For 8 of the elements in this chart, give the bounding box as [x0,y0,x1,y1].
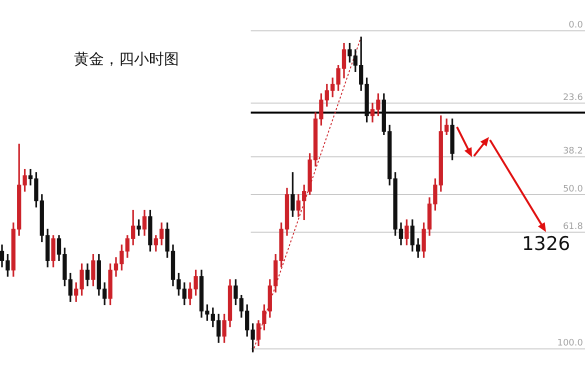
annotation: 38.2 [562,146,583,157]
annotation: 100.0 [557,338,584,349]
annotation: 0.0 [568,20,584,31]
text: 黄金，四小时图 [74,50,179,69]
text: 1326 [522,232,570,255]
annotation: 61.8 [562,222,584,232]
annotation: 23.6 [562,92,584,103]
annotation: 50.0 [562,184,584,194]
